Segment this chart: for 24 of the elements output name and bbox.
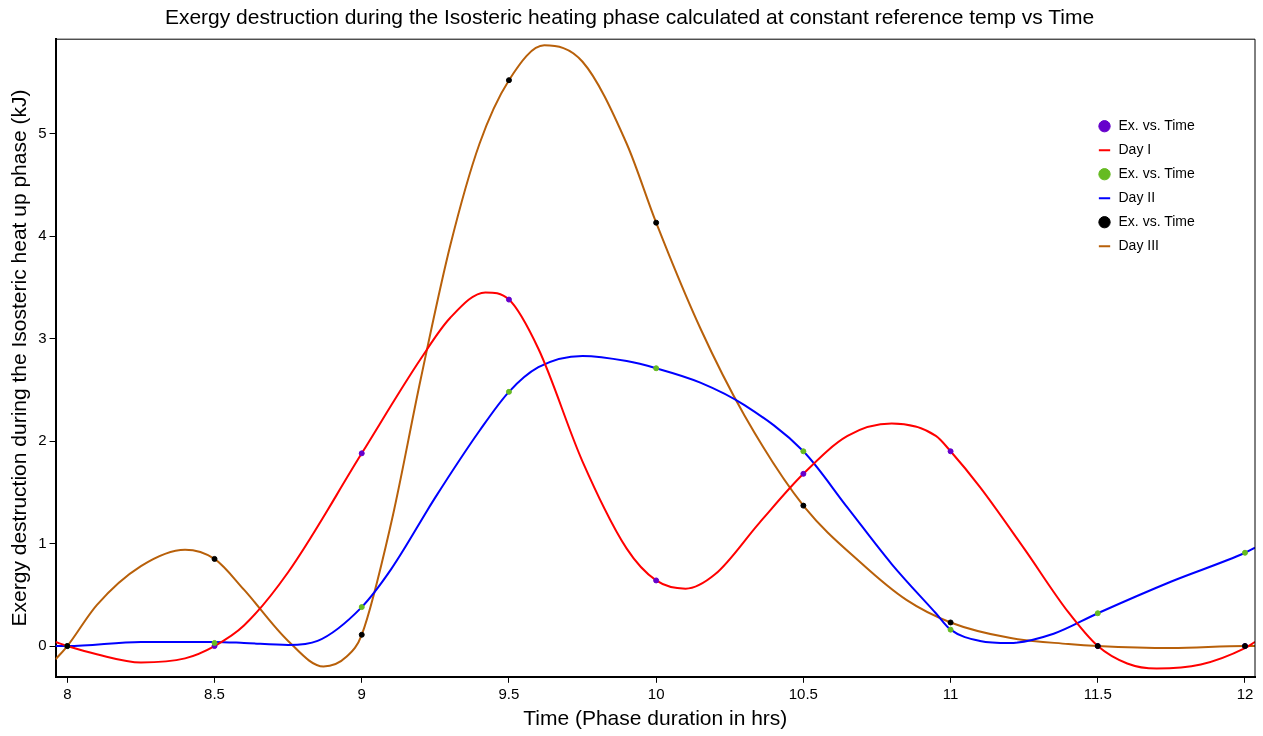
- y-tick-label: 5: [38, 123, 47, 141]
- y-axis-title: Exergy destruction during the Isosteric heat up phase (kJ): [7, 89, 31, 627]
- y-tick-label: 1: [38, 533, 47, 551]
- legend-label: Day III: [1118, 237, 1159, 254]
- legend-label: Ex. vs. Time: [1118, 213, 1195, 230]
- y-tick-label: 2: [38, 431, 47, 449]
- x-tick-label: 11.5: [1083, 684, 1112, 702]
- x-tick-label: 9: [357, 684, 366, 702]
- x-tick-label: 10: [647, 684, 665, 702]
- x-tick-label: 12: [1236, 684, 1254, 702]
- legend-label: Ex. vs. Time: [1118, 117, 1195, 134]
- x-tick-label: 8.5: [204, 684, 225, 702]
- y-tick-label: 0: [38, 636, 47, 654]
- chart-title: Exergy destruction during the Isosteric heating phase calculated at constant reference temp vs Time: [164, 5, 1095, 29]
- x-axis-title: Time (Phase duration in hrs): [523, 706, 788, 730]
- x-tick-label: 11: [942, 684, 959, 702]
- legend-label: Ex. vs. Time: [1118, 165, 1195, 182]
- legend-label: Day I: [1118, 141, 1152, 158]
- x-tick-label: 9.5: [498, 684, 520, 702]
- y-tick-label: 4: [38, 226, 47, 244]
- y-tick-label: 3: [38, 328, 47, 346]
- x-tick-label: 10.5: [788, 684, 818, 702]
- x-tick-label: 8: [63, 684, 72, 702]
- legend-label: Day II: [1118, 189, 1156, 206]
